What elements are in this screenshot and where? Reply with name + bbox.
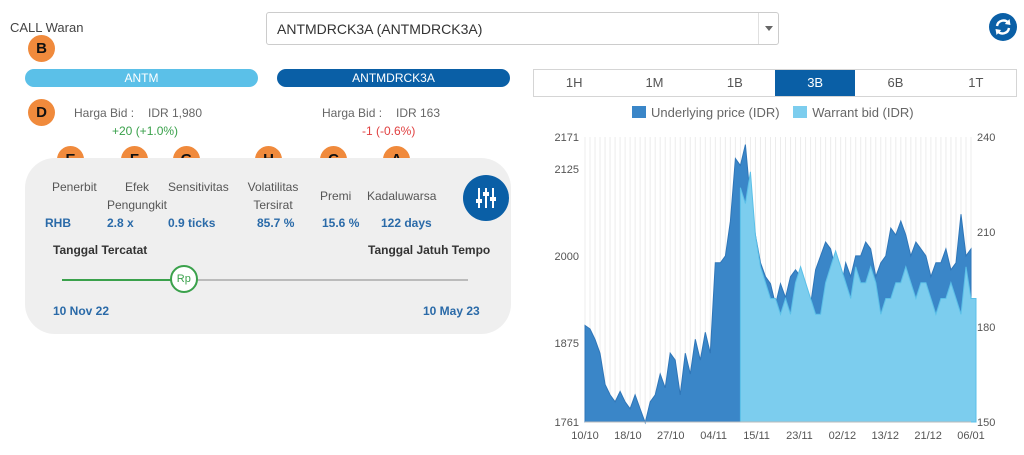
gearing-label-line1: Efek	[124, 180, 149, 194]
x-tick-label: 23/11	[786, 430, 813, 442]
lifetime-progress	[62, 279, 184, 281]
legend-warrant[interactable]: Warrant bid (IDR)	[812, 105, 914, 120]
premium-value: 15.6 %	[322, 216, 360, 230]
marker-d: D	[28, 99, 55, 126]
y-left-tick-label: 1761	[555, 417, 579, 429]
x-tick-label: 06/01	[957, 430, 985, 442]
warrant-change: -1 (-0.6%)	[362, 124, 416, 138]
gearing-label: Efek Pengungkit	[104, 178, 170, 214]
gearing-label-line2: Pengungkit	[106, 198, 168, 212]
expiry-label: Kadaluwarsa	[367, 189, 437, 203]
price-chart: 1761 1875 2000 2125 2171 150 180 210 240 10/10 18/…	[555, 132, 996, 442]
underlying-bid-label: Harga Bid :	[74, 106, 135, 120]
listing-date-value: 10 Nov 22	[53, 304, 110, 318]
gearing-value: 2.8 x	[107, 216, 134, 230]
series-warrant-area	[739, 171, 977, 423]
warrant-info-panel	[25, 158, 511, 334]
maturity-date-label: Tanggal Jatuh Tempo	[368, 243, 491, 257]
y-left-tick-label: 1875	[555, 338, 579, 350]
chart-legend: Underlying price (IDR) Warrant bid (IDR)	[632, 105, 914, 120]
issuer-label: Penerbit	[52, 180, 97, 194]
lifetime-knob[interactable]: Rp	[169, 265, 198, 293]
legend-swatch-warrant	[793, 106, 808, 118]
y-right-tick-label: 150	[977, 417, 995, 429]
tab-1m[interactable]: 1M	[645, 75, 664, 90]
underlying-bid-value: IDR 1,980	[148, 106, 203, 120]
x-tick-label: 10/10	[571, 430, 599, 442]
warrant-code-pill[interactable]: ANTMDRCK3A	[277, 69, 510, 87]
period-tabs: 1H 1M 1B 3B 6B 1T	[533, 69, 1017, 97]
premium-label: Premi	[320, 189, 352, 203]
underlying-change: +20 (+1.0%)	[112, 124, 179, 138]
x-tick-label: 21/12	[914, 430, 942, 442]
marker-b: B	[28, 35, 55, 62]
y-left-tick-label: 2000	[555, 251, 579, 263]
underlying-code-pill[interactable]: ANTM	[25, 69, 258, 87]
y-left-tick-label: 2171	[555, 132, 579, 144]
sensitivity-label: Sensitivitas	[168, 180, 229, 194]
legend-underlying[interactable]: Underlying price (IDR)	[651, 105, 780, 120]
tab-1h[interactable]: 1H	[565, 75, 583, 90]
tab-1t[interactable]: 1T	[968, 75, 984, 90]
sensitivity-value: 0.9 ticks	[168, 216, 216, 230]
y-left-tick-label: 2125	[555, 164, 579, 176]
issuer-value: RHB	[45, 216, 71, 230]
warrant-select-value: ANTMDRCK3A (ANTMDRCK3A)	[277, 21, 483, 37]
tab-3b[interactable]: 3B	[775, 70, 856, 96]
legend-swatch-underlying	[632, 106, 646, 118]
sliders-icon[interactable]	[463, 175, 509, 221]
warrant-bid-value: IDR 163	[396, 106, 441, 120]
x-tick-label: 15/11	[743, 430, 770, 442]
expiry-value: 122 days	[381, 216, 432, 230]
listing-date-label: Tanggal Tercatat	[53, 243, 148, 257]
refresh-icon[interactable]	[988, 12, 1018, 42]
warrant-select[interactable]: ANTMDRCK3A (ANTMDRCK3A)	[266, 12, 779, 45]
tab-6b[interactable]: 6B	[887, 75, 904, 90]
x-tick-label: 02/12	[829, 430, 857, 442]
x-tick-label: 27/10	[657, 430, 685, 442]
y-right-tick-label: 180	[977, 322, 995, 334]
implied-volatility-label-line2: Tersirat	[253, 198, 293, 212]
maturity-date-value: 10 May 23	[423, 304, 480, 318]
chevron-down-icon[interactable]	[758, 13, 778, 44]
implied-volatility-label-line1: Volatilitas	[247, 180, 299, 194]
tab-1b[interactable]: 1B	[726, 75, 743, 90]
x-tick-label: 04/11	[700, 430, 727, 442]
lifetime-track	[62, 279, 468, 281]
warrant-type-label: CALL Waran	[10, 20, 84, 35]
y-right-tick-label: 240	[977, 132, 995, 144]
y-right-tick-label: 210	[977, 227, 995, 239]
x-tick-label: 13/12	[871, 430, 899, 442]
warrant-bid-label: Harga Bid :	[322, 106, 383, 120]
implied-volatility-label: Volatilitas Tersirat	[243, 178, 303, 214]
x-tick-label: 18/10	[614, 430, 642, 442]
implied-volatility-value: 85.7 %	[257, 216, 295, 230]
